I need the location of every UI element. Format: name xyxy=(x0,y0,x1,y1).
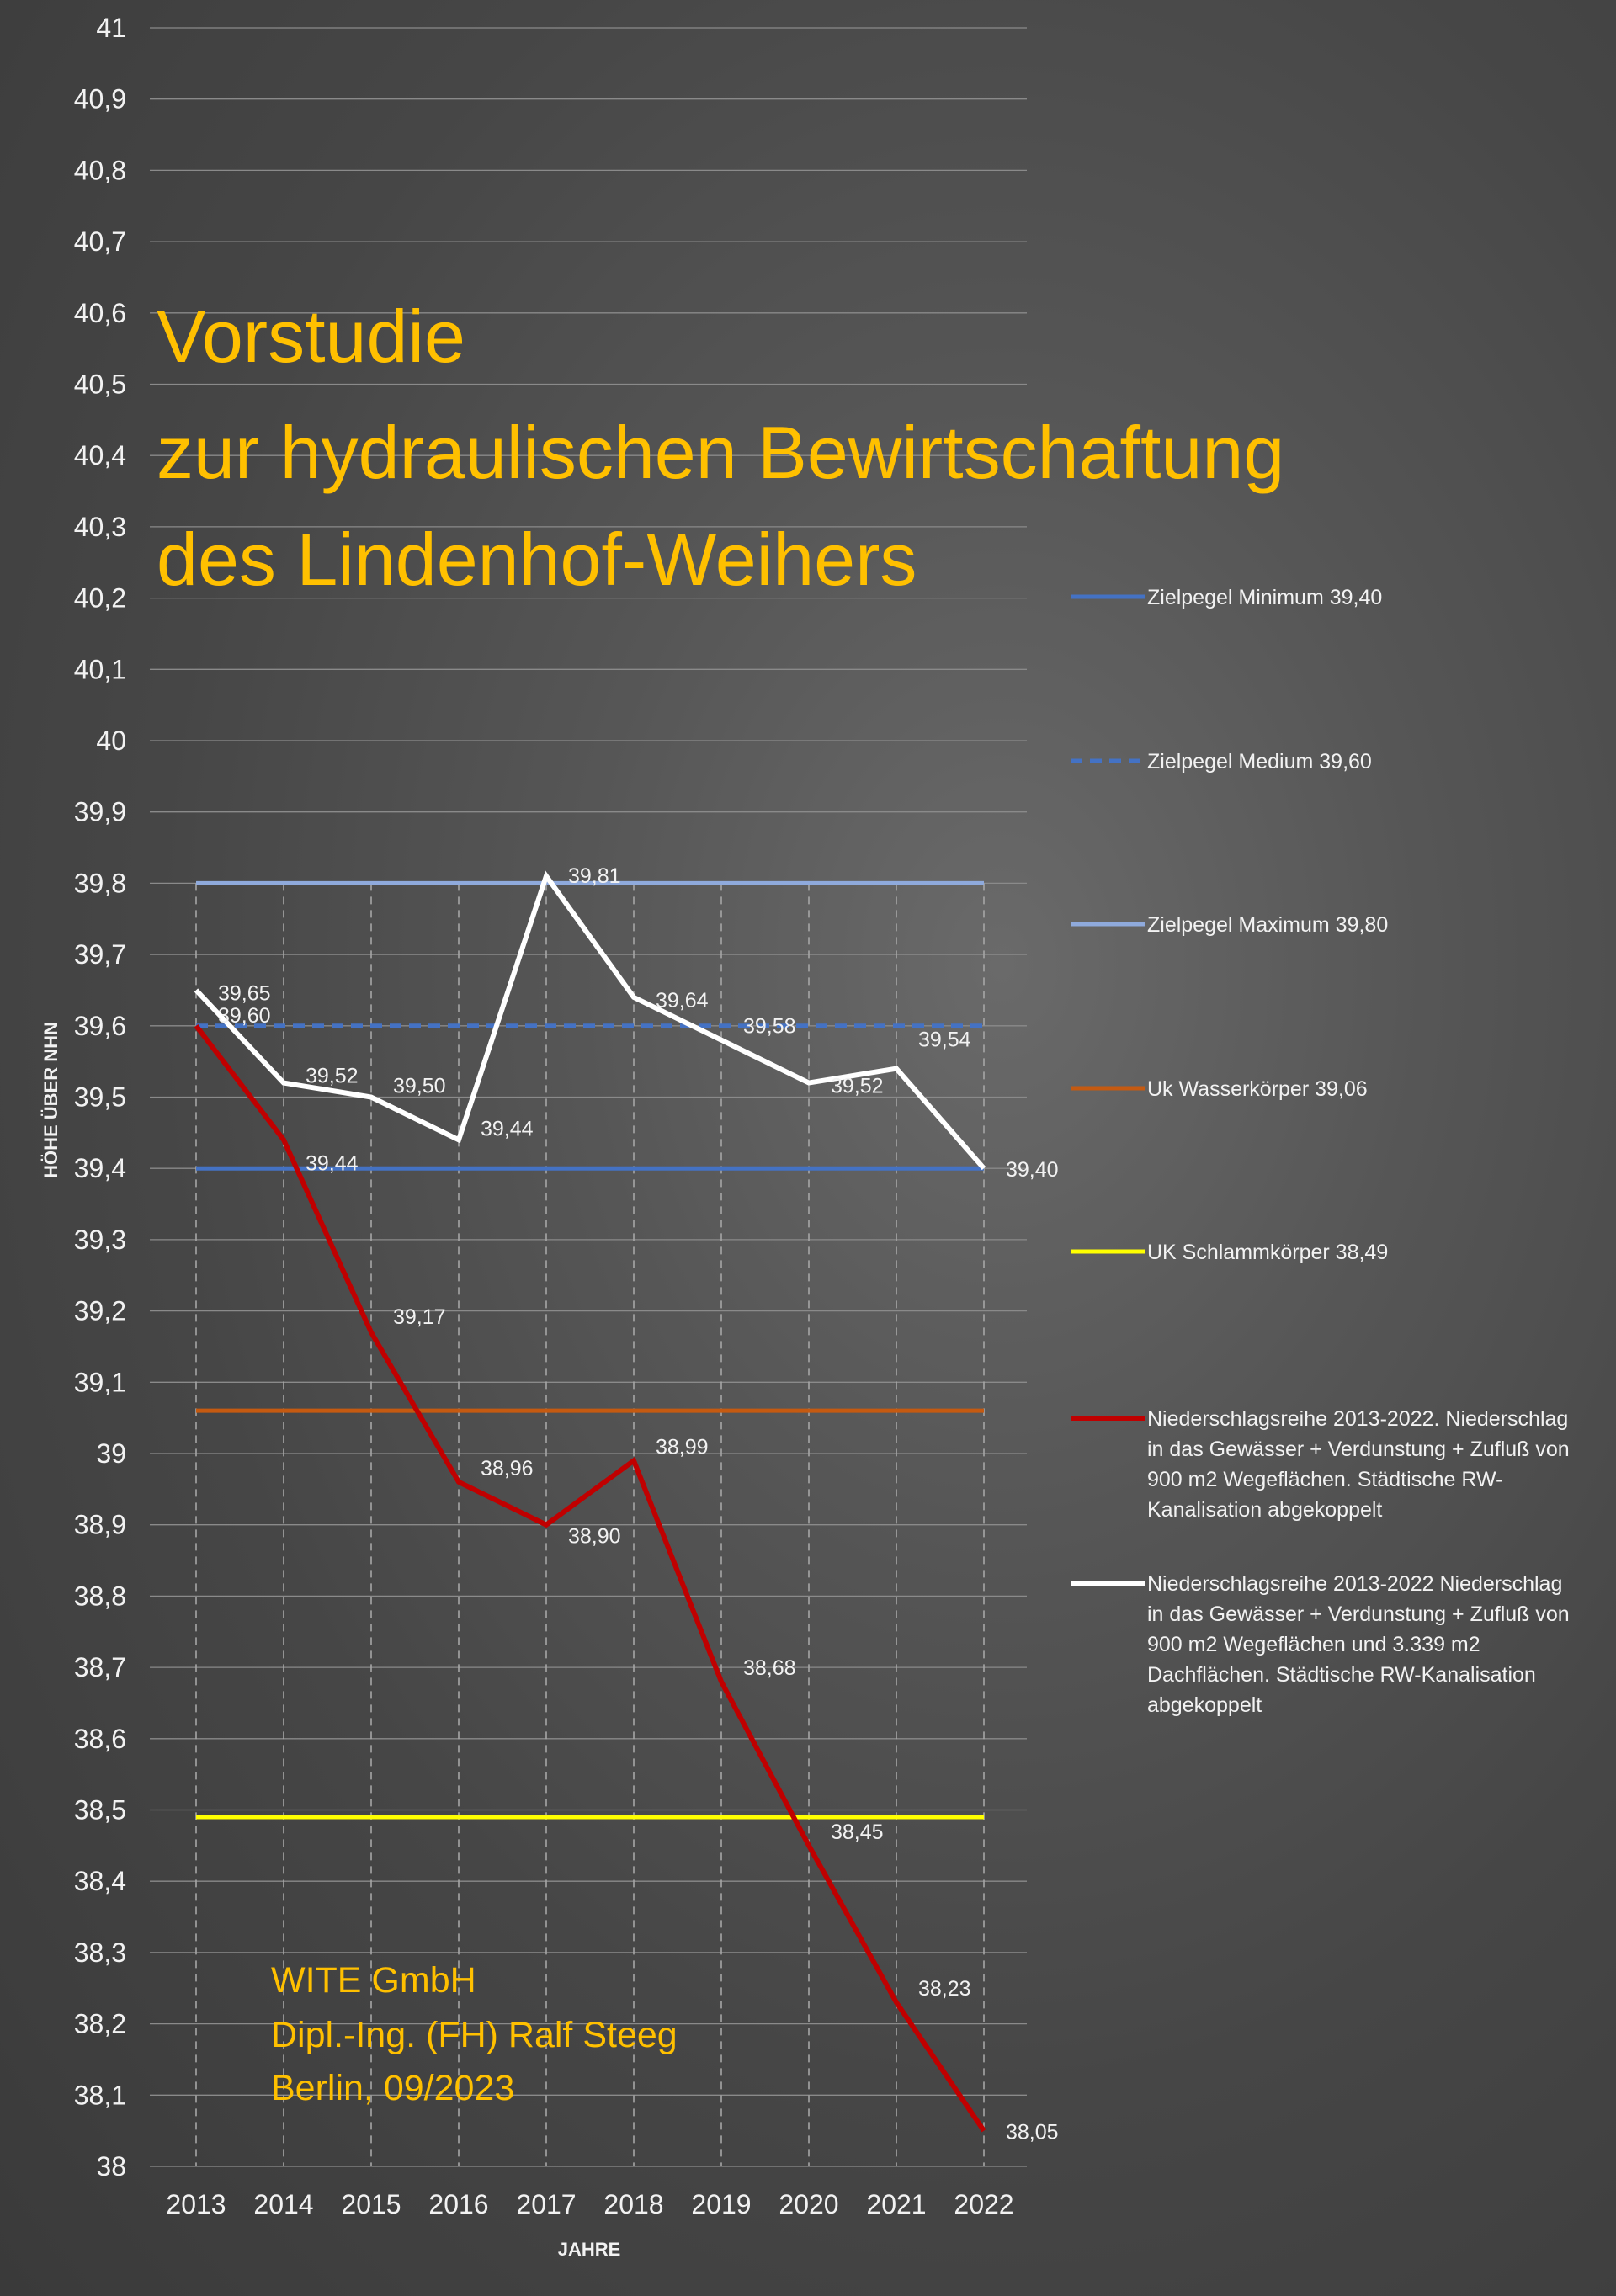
y-axis-label: HÖHE ÜBER NHN xyxy=(40,1022,61,1178)
data-label: 38,05 xyxy=(1006,2121,1059,2145)
y-tick-label: 39,3 xyxy=(74,1225,126,1255)
y-tick-label: 38,1 xyxy=(74,2080,126,2110)
y-tick-label: 40,4 xyxy=(74,440,126,470)
legend-entry: Zielpegel Maximum 39,80 xyxy=(1147,913,1388,937)
x-tick-label: 2018 xyxy=(603,2189,663,2219)
credit-block: WITE GmbH Dipl.-Ing. (FH) Ralf Steeg Ber… xyxy=(271,1960,678,2108)
series-lines xyxy=(194,870,986,2133)
y-tick-label: 40,5 xyxy=(74,369,126,400)
title-line-1: Vorstudie xyxy=(157,295,465,378)
y-tick-label: 40,6 xyxy=(74,298,126,328)
data-label: 39,65 xyxy=(218,981,271,1005)
y-tick-label: 38,8 xyxy=(74,1581,126,1611)
gridlines xyxy=(150,27,1027,2167)
y-tick-label: 38,7 xyxy=(74,1652,126,1682)
y-tick-label: 40,1 xyxy=(74,654,126,684)
title-line-2: zur hydraulischen Bewirtschaftung xyxy=(157,411,1284,494)
data-label: 38,23 xyxy=(918,1977,971,2001)
legend-entry: Dachflächen. Städtische RW-Kanalisation xyxy=(1147,1663,1536,1687)
y-tick-label: 40,2 xyxy=(74,583,126,614)
y-tick-label: 39 xyxy=(96,1438,126,1469)
legend-entry: Niederschlagsreihe 2013-2022. Niederschl… xyxy=(1147,1407,1568,1431)
data-label: 38,68 xyxy=(743,1656,796,1680)
x-tick-label: 2020 xyxy=(779,2189,838,2219)
x-tick-label: 2022 xyxy=(954,2189,1013,2219)
data-label: 39,17 xyxy=(393,1305,446,1329)
y-tick-label: 39,9 xyxy=(74,797,126,827)
y-tick-label: 39,2 xyxy=(74,1296,126,1326)
credit-company: WITE GmbH xyxy=(271,1960,476,2001)
y-tick-label: 38,5 xyxy=(74,1795,126,1826)
data-label: 39,81 xyxy=(568,864,621,888)
data-label: 38,96 xyxy=(481,1457,534,1480)
legend: Zielpegel Minimum 39,40 Zielpegel Medium … xyxy=(1071,586,1570,1717)
legend-entry: in das Gewässer + Verdunstung + Zufluß v… xyxy=(1147,1438,1570,1461)
y-tick-label: 40,7 xyxy=(74,226,126,257)
y-tick-label: 39,1 xyxy=(74,1367,126,1397)
data-label: 39,52 xyxy=(306,1065,359,1088)
data-label: 39,60 xyxy=(218,1004,271,1028)
data-labels: 39,60 39,44 39,17 38,96 38,90 38,99 38,68 38,45… xyxy=(218,864,1059,2145)
data-label: 39,52 xyxy=(831,1075,884,1098)
x-tick-label: 2013 xyxy=(166,2189,226,2219)
y-tick-label: 39,5 xyxy=(74,1082,126,1113)
chart-title: Vorstudie zur hydraulischen Bewirtschaft… xyxy=(157,295,1284,601)
y-tick-label: 40,3 xyxy=(74,512,126,542)
data-label: 39,58 xyxy=(743,1015,796,1039)
data-label: 39,54 xyxy=(918,1028,971,1052)
legend-entry: Zielpegel Minimum 39,40 xyxy=(1147,586,1382,609)
x-axis-ticks: 2013 2014 2015 2016 2017 2018 2019 2020 2021 2022 xyxy=(166,2189,1013,2219)
y-tick-label: 39,7 xyxy=(74,939,126,970)
data-label: 38,45 xyxy=(831,1820,884,1844)
x-axis-label: JAHRE xyxy=(558,2239,621,2260)
y-tick-label: 39,4 xyxy=(74,1153,126,1183)
x-tick-label: 2021 xyxy=(866,2189,926,2219)
y-tick-label: 38,9 xyxy=(74,1510,126,1540)
legend-entry: UK Schlammkörper 38,49 xyxy=(1147,1241,1388,1264)
y-tick-label: 40,8 xyxy=(74,155,126,185)
legend-entry: Niederschlagsreihe 2013-2022 Niederschla… xyxy=(1147,1572,1562,1596)
y-tick-label: 41 xyxy=(96,13,126,43)
y-tick-label: 38,2 xyxy=(74,2009,126,2039)
y-axis-ticks: 38 38,1 38,2 38,3 38,4 38,5 38,6 38,7 38,8 38,9 39… xyxy=(74,13,126,2182)
data-label: 39,40 xyxy=(1006,1158,1059,1182)
y-tick-label: 40,9 xyxy=(74,84,126,114)
legend-entry: Uk Wasserkörper 39,06 xyxy=(1147,1077,1368,1101)
legend-entry: 900 m2 Wegeflächen. Städtische RW- xyxy=(1147,1468,1502,1491)
series-line xyxy=(194,870,986,1171)
y-tick-label: 40 xyxy=(96,725,126,756)
credit-place-date: Berlin, 09/2023 xyxy=(271,2068,514,2108)
y-tick-label: 39,8 xyxy=(74,868,126,898)
data-label: 39,44 xyxy=(306,1151,359,1175)
credit-author: Dipl.-Ing. (FH) Ralf Steeg xyxy=(271,2015,678,2055)
y-tick-label: 38 xyxy=(96,2151,126,2182)
legend-entry: Zielpegel Medium 39,60 xyxy=(1147,750,1372,773)
x-tick-label: 2015 xyxy=(341,2189,401,2219)
y-tick-label: 38,6 xyxy=(74,1724,126,1754)
data-label: 38,99 xyxy=(656,1435,709,1459)
series-line xyxy=(194,1023,986,2133)
data-label: 39,64 xyxy=(656,989,709,1012)
legend-entry: Kanalisation abgekoppelt xyxy=(1147,1498,1382,1522)
legend-entry: 900 m2 Wegeflächen und 3.339 m2 xyxy=(1147,1633,1480,1656)
data-label: 39,44 xyxy=(481,1117,534,1140)
x-tick-label: 2016 xyxy=(428,2189,488,2219)
x-tick-label: 2014 xyxy=(253,2189,313,2219)
y-tick-label: 38,3 xyxy=(74,1937,126,1968)
data-label: 39,50 xyxy=(393,1075,446,1098)
legend-entry: abgekoppelt xyxy=(1147,1693,1262,1717)
title-line-3: des Lindenhof-Weihers xyxy=(157,518,917,601)
y-tick-label: 38,4 xyxy=(74,1866,126,1896)
data-label: 38,90 xyxy=(568,1525,621,1549)
legend-entry: in das Gewässer + Verdunstung + Zufluß v… xyxy=(1147,1602,1570,1626)
x-tick-label: 2019 xyxy=(691,2189,751,2219)
y-tick-label: 39,6 xyxy=(74,1011,126,1041)
x-tick-label: 2017 xyxy=(516,2189,576,2219)
